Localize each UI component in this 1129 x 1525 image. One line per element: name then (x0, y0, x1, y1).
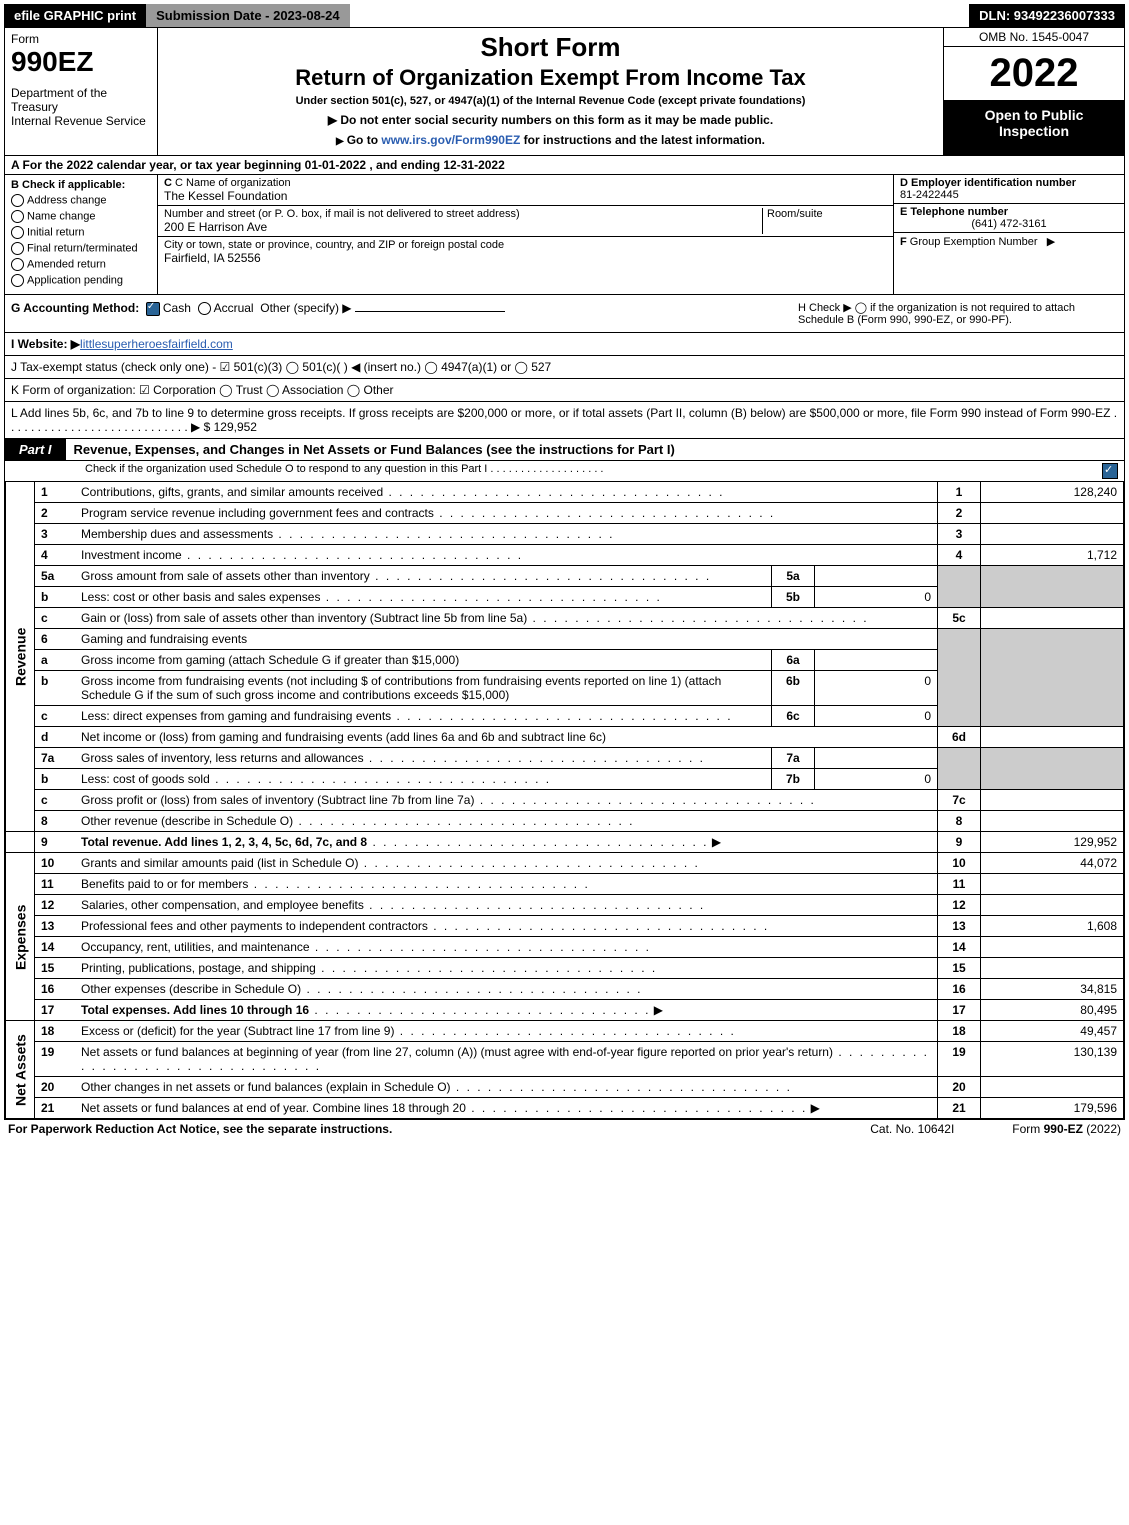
line19-value: 130,139 (981, 1042, 1124, 1077)
website-link[interactable]: littlesuperheroesfairfield.com (80, 337, 233, 351)
line18-value: 49,457 (981, 1021, 1124, 1042)
line21-value: 179,596 (981, 1098, 1124, 1119)
phone-label: E Telephone number (900, 206, 1118, 218)
header-left: Form 990EZ Department of the Treasury In… (5, 28, 158, 155)
city-value: Fairfield, IA 52556 (164, 251, 887, 265)
room-suite: Room/suite (762, 208, 887, 234)
chk-cash[interactable] (146, 302, 160, 316)
form-number: 990EZ (11, 46, 151, 78)
section-c: C C Name of organization The Kessel Foun… (158, 175, 893, 294)
part1-sub: Check if the organization used Schedule … (5, 461, 1124, 481)
section-a: A For the 2022 calendar year, or tax yea… (5, 156, 1124, 175)
chk-application-pending[interactable]: Application pending (11, 274, 151, 287)
line4-value: 1,712 (981, 545, 1124, 566)
page-footer: For Paperwork Reduction Act Notice, see … (4, 1120, 1125, 1138)
irs-link[interactable]: www.irs.gov/Form990EZ (381, 133, 520, 147)
sections-gh: G Accounting Method: Cash Accrual Other … (5, 295, 1124, 333)
section-h: H Check ▶ ◯ if the organization is not r… (798, 301, 1118, 326)
form-header: Form 990EZ Department of the Treasury In… (5, 28, 1124, 156)
line10-value: 44,072 (981, 853, 1124, 874)
addr-label: Number and street (or P. O. box, if mail… (164, 208, 762, 220)
city-label: City or town, state or province, country… (164, 239, 887, 251)
topbar-spacer (350, 4, 970, 27)
chk-name-change[interactable]: Name change (11, 210, 151, 223)
side-net-assets: Net Assets (6, 1021, 35, 1119)
top-bar: efile GRAPHIC print Submission Date - 20… (4, 4, 1125, 27)
chk-address-change[interactable]: Address change (11, 194, 151, 207)
section-b: B Check if applicable: Address change Na… (5, 175, 158, 294)
addr-value: 200 E Harrison Ave (164, 220, 762, 234)
chk-final-return[interactable]: Final return/terminated (11, 242, 151, 255)
omb-label: OMB No. 1545-0047 (944, 28, 1124, 47)
section-k: K Form of organization: ☑ Corporation ◯ … (5, 379, 1124, 402)
ein-label: D Employer identification number (900, 177, 1118, 189)
title-under: Under section 501(c), 527, or 4947(a)(1)… (166, 95, 935, 107)
section-def: D Employer identification number 81-2422… (893, 175, 1124, 294)
ein-value: 81-2422445 (900, 189, 1118, 201)
dept-label: Department of the Treasury Internal Reve… (11, 86, 151, 128)
group-exemption-label: F Group Exemption Number ▶ (900, 235, 1118, 248)
section-b-title: B Check if applicable: (11, 179, 151, 191)
form-container: Form 990EZ Department of the Treasury In… (4, 27, 1125, 1120)
part1-schedule-o-checkbox[interactable] (1102, 463, 1118, 479)
part1-header: Part I Revenue, Expenses, and Changes in… (5, 439, 1124, 461)
header-right: OMB No. 1545-0047 2022 Open to Public In… (943, 28, 1124, 155)
side-revenue: Revenue (6, 482, 35, 832)
title-main: Return of Organization Exempt From Incom… (166, 65, 935, 91)
other-specify-line (355, 311, 505, 312)
sections-bcd: B Check if applicable: Address change Na… (5, 175, 1124, 295)
chk-accrual[interactable] (198, 302, 211, 315)
section-g-label: G Accounting Method: (11, 301, 139, 315)
tax-year: 2022 (944, 47, 1124, 101)
note-link: Go to www.irs.gov/Form990EZ for instruct… (166, 133, 935, 147)
org-name: The Kessel Foundation (164, 189, 887, 203)
form-word: Form (11, 32, 151, 46)
phone-value: (641) 472-3161 (900, 218, 1118, 230)
chk-amended[interactable]: Amended return (11, 258, 151, 271)
efile-print-button[interactable]: efile GRAPHIC print (4, 4, 146, 27)
chk-initial-return[interactable]: Initial return (11, 226, 151, 239)
section-j: J Tax-exempt status (check only one) - ☑… (5, 356, 1124, 379)
note-ssn: ▶ Do not enter social security numbers o… (166, 113, 935, 127)
part1-table: Revenue 1 Contributions, gifts, grants, … (5, 481, 1124, 1119)
line9-value: 129,952 (981, 832, 1124, 853)
section-i: I Website: ▶littlesuperheroesfairfield.c… (5, 333, 1124, 356)
footer-mid: Cat. No. 10642I (812, 1122, 1012, 1136)
line13-value: 1,608 (981, 916, 1124, 937)
footer-right: Form 990-EZ (2022) (1012, 1122, 1121, 1136)
dln-label: DLN: 93492236007333 (969, 4, 1125, 27)
part1-title: Revenue, Expenses, and Changes in Net As… (66, 442, 675, 457)
submission-date-label: Submission Date - 2023-08-24 (146, 4, 350, 27)
line17-value: 80,495 (981, 1000, 1124, 1021)
title-short: Short Form (166, 32, 935, 63)
side-expenses: Expenses (6, 853, 35, 1021)
section-l: L Add lines 5b, 6c, and 7b to line 9 to … (5, 402, 1124, 439)
footer-left: For Paperwork Reduction Act Notice, see … (8, 1122, 812, 1136)
line16-value: 34,815 (981, 979, 1124, 1000)
line1-value: 128,240 (981, 482, 1124, 503)
header-middle: Short Form Return of Organization Exempt… (158, 28, 943, 155)
open-inspection: Open to Public Inspection (944, 101, 1124, 155)
org-name-label: C C Name of organization (164, 177, 887, 189)
part1-tag: Part I (5, 439, 66, 460)
